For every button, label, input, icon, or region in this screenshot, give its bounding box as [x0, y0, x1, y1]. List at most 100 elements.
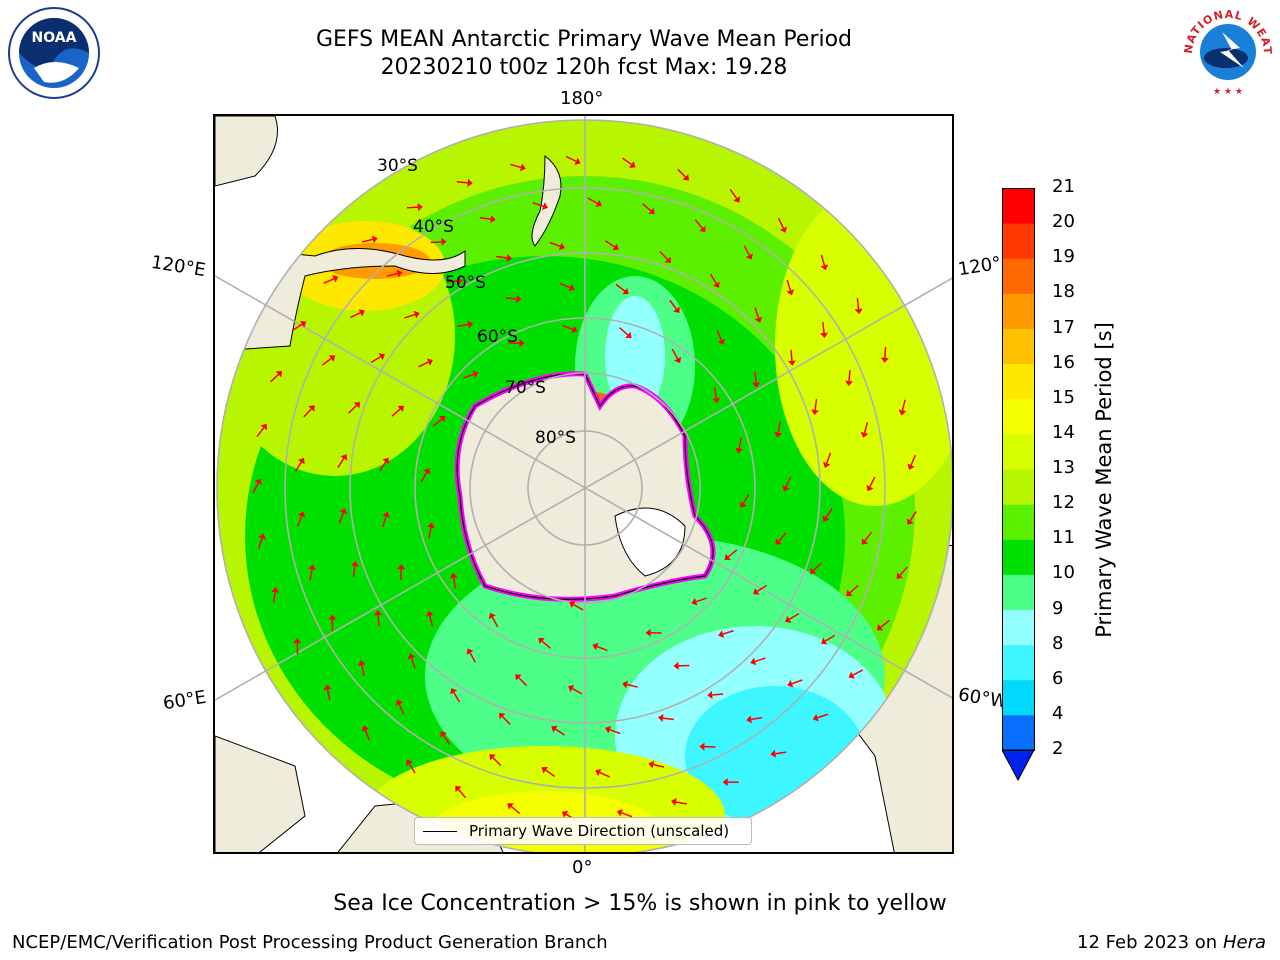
- wave-arrow-head: [568, 685, 575, 693]
- wave-arrow-shaft: [722, 630, 734, 635]
- wave-arrow-head: [441, 237, 447, 246]
- wave-arrow-head: [735, 447, 743, 454]
- footer-date: 12 Feb 2023 on Hera: [1077, 932, 1266, 953]
- wave-arrow-shaft: [820, 254, 826, 266]
- wave-arrow-shaft: [609, 728, 621, 735]
- wave-arrow-head: [308, 405, 315, 412]
- wave-arrow-shaft: [432, 418, 443, 427]
- wave-arrow-shaft: [491, 616, 499, 628]
- wave-arrow-shaft: [456, 180, 468, 184]
- colorbar-segment: [1002, 609, 1035, 646]
- wave-arrow-shaft: [626, 683, 638, 688]
- wave-arrow-shaft: [326, 689, 331, 701]
- wave-arrow-head: [745, 253, 753, 260]
- wave-arrow-shaft: [605, 240, 616, 248]
- wave-arrow-head: [551, 725, 558, 733]
- wave-arrow-shaft: [713, 387, 718, 399]
- wave-arrow-head: [896, 572, 903, 579]
- wave-arrow-shaft: [675, 801, 687, 805]
- wave-arrow-head: [673, 306, 680, 314]
- wave-arrow-shaft: [621, 812, 633, 818]
- wave-arrow-head: [499, 712, 506, 720]
- wave-arrow-head: [622, 680, 628, 689]
- lat-label-50s: 50°S: [445, 273, 486, 293]
- colorbar-segment: [1002, 398, 1035, 435]
- wave-arrow-shaft: [653, 763, 665, 768]
- wave-arrow-head: [561, 810, 569, 818]
- wave-arrow-head: [449, 572, 458, 579]
- wave-arrow-head: [595, 768, 602, 777]
- colorbar-tick-label: 15: [1052, 386, 1075, 408]
- wave-arrow-head: [612, 243, 619, 251]
- wave-arrow-shaft: [727, 549, 738, 558]
- wave-arrow-shaft: [391, 408, 401, 417]
- wave-arrow-shaft: [430, 241, 442, 244]
- wave-arrow-head: [785, 615, 792, 623]
- wave-arrow-head: [568, 283, 575, 292]
- wave-arrow-shaft: [338, 512, 345, 524]
- wave-arrow-head: [724, 553, 731, 560]
- wave-arrow-head: [308, 564, 316, 571]
- wave-arrow-head: [382, 511, 390, 518]
- meridian-label-120e: 120°E: [149, 251, 208, 282]
- lat-label-30s: 30°S: [377, 156, 418, 176]
- wave-arrow-shaft: [469, 652, 477, 663]
- wave-arrow-shaft: [292, 323, 303, 331]
- colorbar-segment: [1002, 504, 1035, 540]
- wave-arrow-head: [707, 690, 713, 699]
- wave-arrow-shaft: [382, 516, 387, 528]
- wave-arrow-shaft: [442, 734, 451, 745]
- wave-arrow-shaft: [272, 592, 276, 604]
- wave-arrow-head: [357, 660, 366, 666]
- wave-arrow-shaft: [709, 273, 717, 284]
- wave-arrow-head: [820, 332, 829, 338]
- wave-arrow-head: [472, 370, 479, 379]
- wave-arrow-head: [753, 588, 760, 595]
- wave-arrow-shaft: [303, 408, 312, 418]
- wave-arrow-shaft: [565, 155, 577, 162]
- wave-arrow-shaft: [791, 679, 803, 685]
- wave-arrow-head: [350, 560, 359, 567]
- wave-arrow-head: [361, 725, 370, 732]
- wave-arrow-head: [299, 320, 307, 328]
- wave-arrow-shaft: [428, 527, 432, 539]
- wave-arrow-shaft: [695, 597, 707, 603]
- wave-arrow-shaft: [352, 565, 356, 577]
- nws-logo: NATIONAL WEATHER SERVICE ★ ★ ★: [1178, 2, 1274, 98]
- colorbar-tick-label: 12: [1052, 492, 1075, 514]
- wave-arrow-shaft: [457, 323, 469, 328]
- wave-arrow-shaft: [785, 476, 792, 488]
- wave-arrow-shaft: [669, 299, 678, 310]
- wave-arrow-head: [490, 215, 496, 224]
- wave-arrow-shaft: [379, 461, 387, 472]
- wave-arrow-head: [880, 357, 889, 363]
- meridian-label-180: 180°: [560, 88, 604, 109]
- colorbar-tick-label: 17: [1052, 316, 1075, 338]
- colorbar-tick-label: 18: [1052, 281, 1075, 303]
- wave-arrow-head: [906, 518, 914, 525]
- wave-arrow-head: [427, 522, 435, 529]
- wave-arrow-shaft: [790, 349, 793, 361]
- wave-arrow-shaft: [849, 584, 859, 594]
- wave-direction-arrows: [252, 155, 917, 821]
- wave-arrow-shaft: [899, 566, 909, 576]
- wave-arrow-head: [746, 715, 752, 724]
- wave-arrow-shaft: [559, 282, 571, 289]
- wave-arrow-head: [854, 308, 863, 315]
- colorbar-segment: [1002, 644, 1035, 681]
- wave-arrow-head: [466, 648, 474, 655]
- wave-arrow-head: [750, 657, 757, 666]
- svg-text:NOAA: NOAA: [32, 30, 77, 46]
- wave-arrow-shaft: [884, 346, 887, 358]
- wave-arrow-shaft: [615, 283, 626, 292]
- wave-arrow-shaft: [778, 532, 787, 542]
- wave-arrow-head: [507, 803, 514, 810]
- wave-arrow-shaft: [510, 163, 522, 169]
- colorbar: [1002, 188, 1035, 782]
- wave-arrow-shaft: [786, 279, 792, 291]
- wave-arrow-head: [506, 253, 513, 262]
- wave-arrow-head: [397, 405, 404, 413]
- wave-arrow-head: [812, 713, 819, 722]
- wave-arrow-shaft: [909, 511, 917, 522]
- wave-arrow-head: [374, 610, 383, 616]
